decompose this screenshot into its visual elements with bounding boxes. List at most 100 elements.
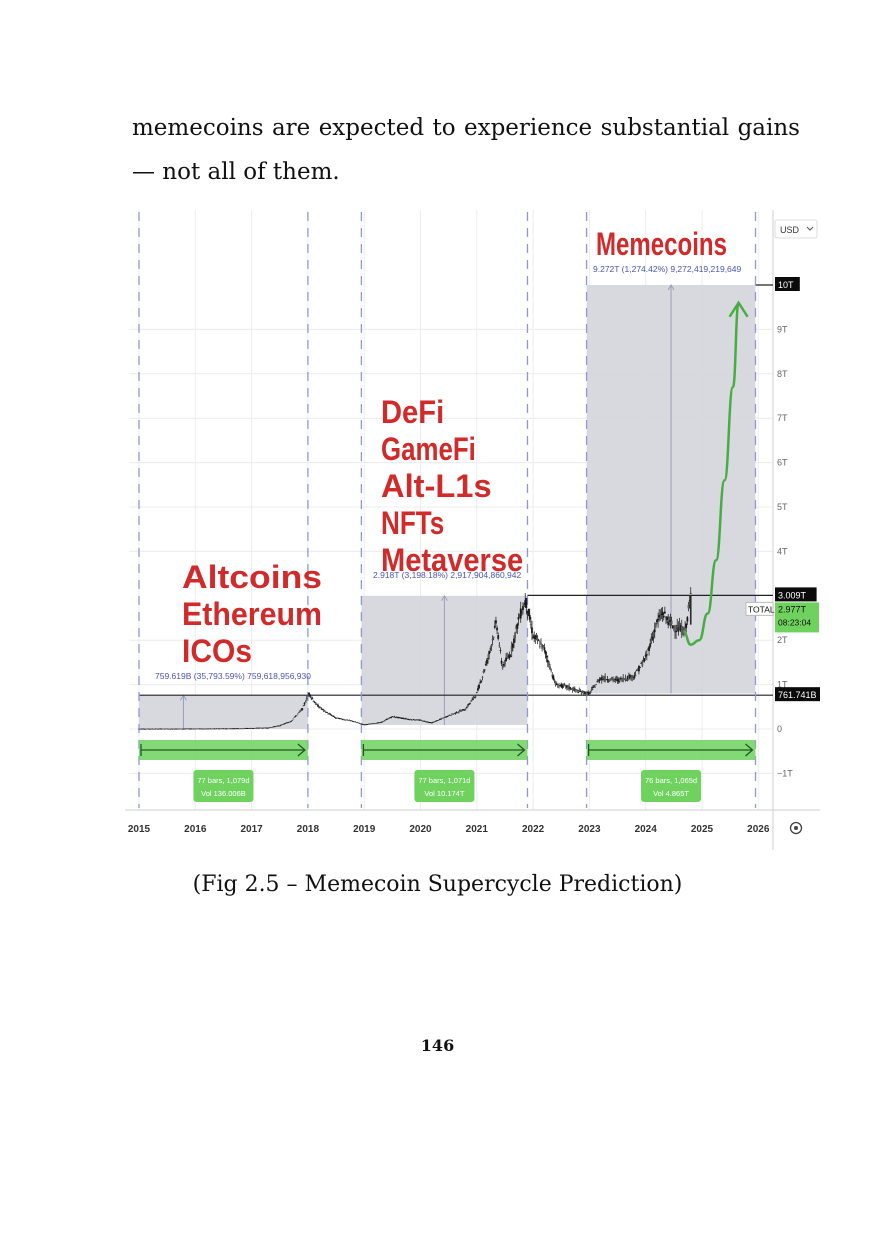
price-candle-body [579,691,582,693]
price-candle-body [352,720,354,722]
price-candle-body [251,728,254,729]
price-candle-body [303,703,306,705]
price-candle-body [427,721,430,723]
cycle-label: NFTs [381,505,444,541]
price-candle-body [672,626,675,628]
price-candle-body [171,728,174,730]
price-candle-body [611,677,613,680]
y-tick-label: 2T [777,635,788,645]
price-candle-body [513,638,515,644]
price-candle-body [237,728,239,730]
price-candle-body [167,728,170,730]
price-candle-body [291,720,294,721]
price-candle-body [483,669,486,671]
price-candle-body [525,598,528,608]
price-candle-body [168,728,171,730]
price-candle-body [546,659,549,663]
price-candle-body [447,715,450,716]
price-candle-body [345,719,348,721]
duration-info-bars: 76 bars, 1,065d [645,776,697,785]
price-candle-body [501,666,504,669]
y-tick-label: 4T [777,546,788,556]
price-candle-body [560,683,563,687]
price-candle-body [227,728,229,730]
price-candle-body [267,727,270,729]
price-candle-body [516,623,519,629]
price-candle-body [437,720,440,721]
price-candle-body [676,624,679,631]
price-candle-body [491,638,494,641]
price-candle-body [535,636,538,638]
price-candle-body [138,728,140,730]
cycle-duration-bars: 77 bars, 1,079d Vol 136.006B 77 bars, 1,07… [139,740,756,802]
price-candle-body [684,627,687,629]
price-candle-body [350,720,353,722]
price-candle-body [661,611,664,616]
price-candle-body [680,626,683,635]
price-candle-body [456,712,459,714]
price-candle-body [312,700,315,702]
price-candle-body [614,678,617,681]
price-candle-body [420,720,423,721]
price-candle-body [198,728,201,730]
price-candle-body [670,620,673,625]
price-candle-body [284,723,287,724]
year-tick-label: 2015 [128,824,151,835]
price-candle-body [149,728,152,730]
price-candle-body [361,723,363,725]
price-candle-body [594,686,596,688]
price-candle-body [364,724,367,726]
price-candle-body [484,664,487,666]
price-candle-body [207,728,210,730]
price-candle-body [329,714,332,715]
price-candle-body [223,728,226,730]
price-candle-body [522,606,524,611]
price-candle-body [179,728,182,730]
price-candle-body [336,717,339,719]
price-candle-body [187,728,190,730]
price-candle-body [339,718,342,720]
price-candle-body [421,720,424,722]
price-candle-body [170,728,173,730]
price-candle-body [635,669,638,671]
duration-info-bars: 77 bars, 1,071d [418,776,470,785]
price-candle-body [648,646,650,651]
price-candle-body [299,711,301,712]
price-candle-body [481,676,484,678]
price-candle-body [514,632,516,639]
price-candle-body [354,721,357,723]
price-candle-body [213,728,216,730]
duration-arrowhead [517,743,526,757]
price-candle-body [681,627,684,635]
price-candle-body [270,727,273,728]
price-candle-body [540,642,542,644]
cycle-label: Alt-L1s [381,468,492,504]
cycle-label: DeFi [381,394,444,430]
price-candle-body [230,728,233,730]
projection [682,300,749,646]
price-candle-body [355,722,358,723]
price-candle-body [278,725,281,727]
y-tick-label: −1T [777,768,793,778]
price-candle-body [373,722,376,724]
price-candle-body [243,728,246,729]
price-candle-body [382,721,385,722]
price-candle-body [526,611,529,613]
price-candle-body [395,716,398,718]
price-candle-body [545,655,548,658]
price-candle-body [486,659,488,664]
price-candle-body [356,722,359,724]
price-candle-body [282,724,285,725]
price-candle-body [438,719,441,720]
price-candle-body [478,684,480,689]
price-candle-body [363,724,366,726]
price-candle-body [578,689,581,692]
price-candle-body [274,726,277,728]
price-candle-body [393,716,396,718]
price-candle-body [348,720,351,721]
price-candle-body [550,669,553,671]
price-candle-body [368,723,371,725]
cycle-label: GameFi [381,431,476,467]
price-candle-body [293,716,296,718]
